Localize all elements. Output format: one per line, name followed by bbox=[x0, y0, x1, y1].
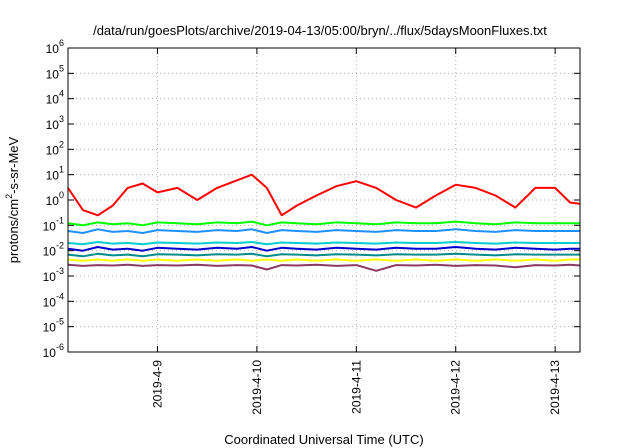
series-line-6 bbox=[67, 258, 580, 262]
y-tick-label: 102 bbox=[46, 139, 64, 157]
y-tick-label-base: 10 bbox=[46, 42, 60, 56]
y-tick-label: 10-6 bbox=[43, 342, 64, 360]
y-axis-label-rest: -s-sr-MeV bbox=[6, 136, 21, 193]
y-tick-label-base: 10 bbox=[43, 346, 57, 360]
y-tick-label-exp: 6 bbox=[59, 38, 64, 48]
y-tick-label-exp: -3 bbox=[56, 266, 64, 276]
y-tick-label-base: 10 bbox=[43, 270, 57, 284]
y-tick-label-exp: -2 bbox=[56, 241, 64, 251]
y-axis-label: protons/cm2-s-sr-MeV bbox=[4, 136, 21, 263]
y-tick-label-exp: -6 bbox=[56, 342, 64, 352]
y-tick-label-base: 10 bbox=[46, 67, 60, 81]
y-tick-label-exp: 2 bbox=[59, 139, 64, 149]
series-line-0 bbox=[67, 173, 581, 217]
y-tick-label-base: 10 bbox=[46, 143, 60, 157]
y-tick-label: 10-5 bbox=[43, 317, 64, 335]
plot-frame bbox=[67, 47, 581, 353]
series-line-1 bbox=[67, 220, 580, 227]
y-tick-label-base: 10 bbox=[43, 245, 57, 259]
y-tick-label-exp: -5 bbox=[56, 317, 64, 327]
series-line-5 bbox=[67, 252, 580, 258]
series-line-4 bbox=[67, 246, 580, 252]
x-tick-label: 2019-4-11 bbox=[349, 360, 363, 414]
y-tick-label-exp: -1 bbox=[56, 215, 64, 225]
y-tick-label: 100 bbox=[46, 190, 64, 208]
grid-lines bbox=[68, 47, 580, 353]
y-tick-label-exp: -4 bbox=[56, 291, 64, 301]
x-tick-label: 2019-4-13 bbox=[548, 360, 562, 415]
x-tick-label: 2019-4-12 bbox=[449, 360, 463, 415]
y-tick-label-base: 10 bbox=[43, 295, 57, 309]
y-axis-label-sup: 2 bbox=[4, 194, 14, 199]
y-tick-label: 10-2 bbox=[43, 241, 64, 259]
series-layer bbox=[67, 173, 581, 272]
chart-title: /data/run/goesPlots/archive/2019-04-13/0… bbox=[93, 23, 547, 38]
x-tick-label: 2019-4-9 bbox=[150, 360, 164, 408]
x-tick-labels: 2019-4-9 2019-4-10 2019-4-11 2019-4-12 2019-… bbox=[150, 360, 562, 415]
y-tick-label-base: 10 bbox=[46, 194, 60, 208]
y-tick-label-exp: 0 bbox=[59, 190, 64, 200]
series-line-3 bbox=[67, 241, 580, 246]
y-tick-label-base: 10 bbox=[46, 93, 60, 107]
series-line-2 bbox=[67, 228, 580, 234]
y-tick-label: 101 bbox=[46, 165, 64, 183]
y-tick-label: 103 bbox=[46, 114, 64, 132]
y-tick-label-base: 10 bbox=[43, 219, 57, 233]
y-tick-labels: 10-610-510-410-310-210-11001011021031041… bbox=[43, 38, 64, 360]
series-line-7 bbox=[67, 263, 581, 272]
y-tick-label: 10-4 bbox=[43, 291, 64, 309]
y-tick-label-base: 10 bbox=[46, 169, 60, 183]
y-tick-label-exp: 4 bbox=[59, 89, 64, 99]
x-axis-label: Coordinated Universal Time (UTC) bbox=[224, 432, 423, 447]
y-tick-label: 10-3 bbox=[43, 266, 64, 284]
y-tick-label-base: 10 bbox=[46, 118, 60, 132]
y-tick-label: 10-1 bbox=[43, 215, 64, 233]
y-tick-label: 105 bbox=[46, 63, 64, 81]
y-tick-label-base: 10 bbox=[43, 321, 57, 335]
y-tick-label: 104 bbox=[46, 89, 64, 107]
y-tick-label-exp: 3 bbox=[59, 114, 64, 124]
y-tick-label-exp: 1 bbox=[59, 165, 64, 175]
y-tick-label-exp: 5 bbox=[59, 63, 64, 73]
x-tick-label: 2019-4-10 bbox=[250, 360, 264, 415]
y-tick-label: 106 bbox=[46, 38, 64, 56]
y-axis-label-base: protons/cm bbox=[6, 199, 21, 263]
